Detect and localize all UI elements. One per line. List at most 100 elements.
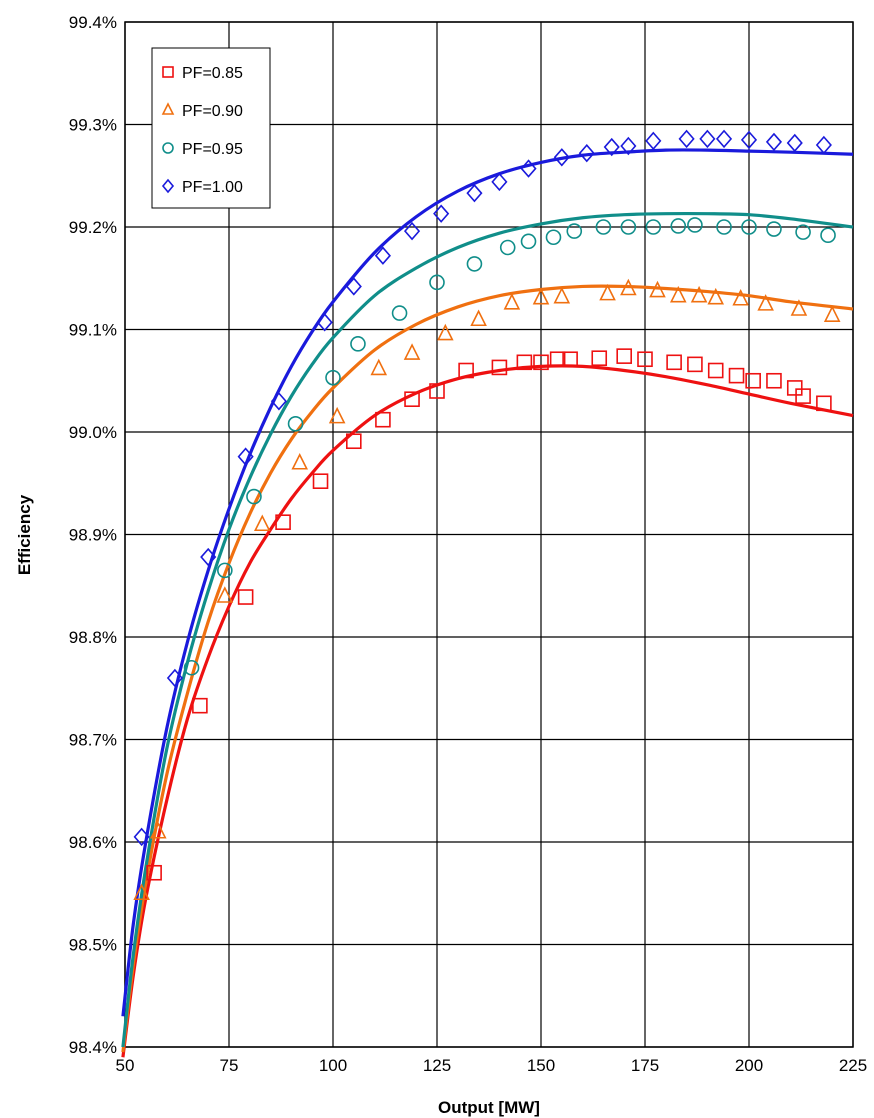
data-point (637, 351, 653, 368)
x-tick-label: 175 (631, 1056, 659, 1075)
data-point (328, 406, 346, 424)
data-point (246, 488, 262, 505)
data-point (732, 288, 749, 306)
data-point (790, 299, 808, 316)
legend-marker (162, 142, 174, 154)
y-tick-label: 98.7% (69, 731, 117, 750)
legend-label: PF=1.00 (182, 179, 243, 196)
data-point (433, 204, 450, 223)
plot-frame (124, 21, 854, 1048)
data-point (375, 411, 391, 428)
legend-label: PF=0.95 (182, 141, 243, 158)
legend-label: PF=0.85 (182, 65, 243, 82)
x-tick-label: 125 (423, 1056, 451, 1075)
legend-box (151, 47, 271, 209)
data-point (316, 313, 333, 332)
data-point (312, 473, 329, 490)
data-point (757, 294, 774, 311)
data-point (437, 323, 454, 341)
data-point (470, 309, 487, 327)
data-point (690, 285, 708, 303)
data-point (699, 129, 716, 149)
y-tick-label: 99.3% (69, 116, 117, 135)
data-point (599, 283, 616, 301)
legend-label: PF=0.90 (182, 103, 243, 120)
y-tick-label: 99.4% (69, 13, 117, 32)
data-point (370, 358, 388, 376)
y-tick-label: 98.9% (69, 526, 117, 545)
data-point (620, 136, 637, 156)
y-axis-title: Efficiency (15, 494, 34, 575)
data-point (491, 172, 508, 192)
data-point (740, 130, 758, 150)
data-point (645, 219, 662, 235)
data-point (133, 883, 150, 901)
data-point (728, 367, 745, 384)
data-point (649, 280, 666, 298)
x-tick-label: 225 (839, 1056, 867, 1075)
data-point (603, 137, 620, 157)
x-tick-label: 100 (319, 1056, 347, 1075)
data-point (216, 586, 234, 603)
x-tick-label: 150 (527, 1056, 555, 1075)
fit-line-PF=0.85 (121, 364, 854, 1058)
data-point (345, 433, 362, 450)
data-point (545, 229, 562, 246)
data-point (715, 129, 733, 149)
data-point (745, 372, 761, 389)
data-point (192, 697, 208, 714)
data-point (183, 659, 200, 676)
data-point (620, 278, 637, 296)
x-tick-label: 75 (220, 1056, 239, 1075)
x-tick-label: 200 (735, 1056, 763, 1075)
data-point (404, 391, 420, 408)
data-point (707, 362, 724, 379)
data-point (429, 274, 445, 291)
data-point (786, 380, 803, 396)
data-point (707, 287, 725, 305)
legend-marker (161, 178, 175, 194)
data-point (287, 415, 304, 432)
data-point (458, 362, 474, 379)
data-point (374, 246, 391, 265)
data-point (741, 219, 757, 235)
data-point (499, 239, 516, 256)
data-point (553, 148, 570, 167)
data-point (578, 143, 595, 163)
data-point (786, 133, 803, 153)
data-point (270, 392, 287, 411)
y-tick-label: 98.5% (69, 936, 117, 955)
fit-line-PF=1.00 (121, 148, 854, 1017)
legend-marker (162, 66, 174, 78)
data-point (200, 547, 217, 567)
y-tick-label: 98.6% (69, 833, 117, 852)
fit-line-PF=0.95 (121, 211, 854, 1048)
data-point (237, 447, 254, 466)
legend-marker (161, 102, 175, 115)
data-point (716, 219, 732, 235)
data-point (350, 336, 366, 352)
legend: PF=0.85 PF=0.90 PF=0.95 PF=1.00 (151, 47, 271, 209)
data-point (687, 356, 703, 373)
data-point (620, 219, 637, 235)
data-point (678, 129, 695, 149)
data-point (217, 562, 233, 579)
x-axis-title: Output [MW] (438, 1098, 540, 1117)
data-point (345, 277, 362, 296)
data-point (815, 135, 832, 155)
data-point (823, 305, 841, 322)
data-point (133, 827, 150, 847)
data-point (765, 132, 783, 152)
data-point (532, 287, 550, 305)
data-point (291, 452, 309, 470)
data-point (325, 369, 341, 386)
data-point (562, 351, 578, 368)
data-point (795, 224, 811, 240)
data-point (166, 668, 183, 688)
fit-line-PF=0.90 (121, 284, 854, 1053)
data-point (549, 351, 566, 368)
data-point (533, 354, 549, 371)
data-point (595, 219, 612, 235)
data-point (666, 354, 682, 371)
data-point (669, 285, 687, 303)
